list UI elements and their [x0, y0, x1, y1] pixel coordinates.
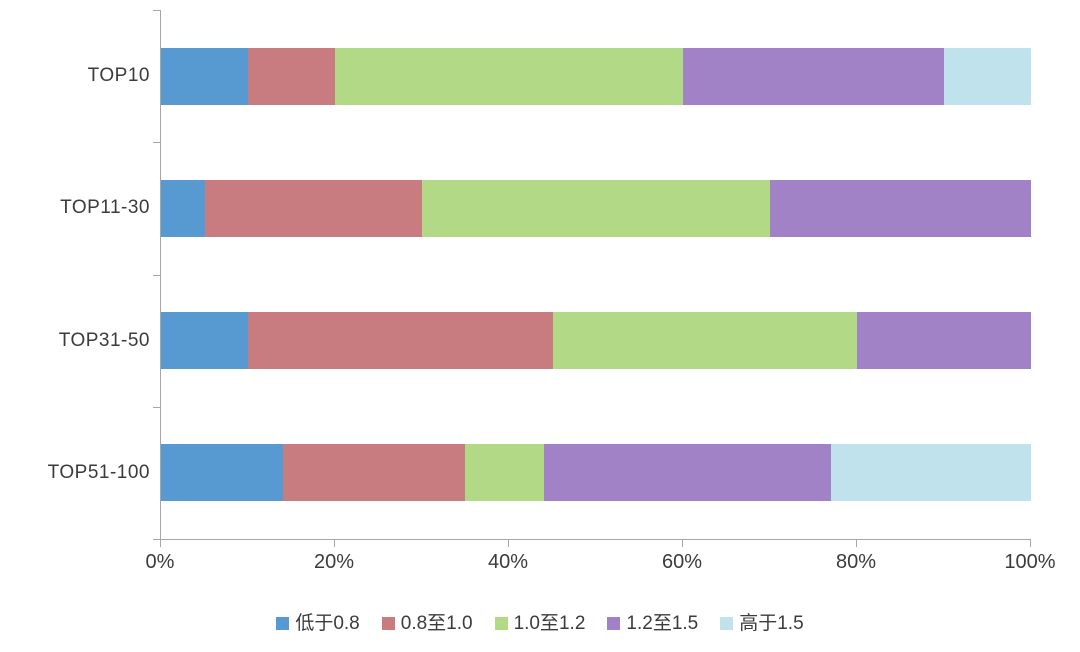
- x-axis-tick: [334, 540, 335, 547]
- y-axis-tick: [153, 539, 161, 540]
- legend-label: 1.2至1.5: [626, 613, 699, 634]
- legend-item: 高于1.5: [720, 611, 804, 636]
- y-axis-tick: [153, 142, 161, 144]
- bar-segment: [248, 47, 335, 105]
- bar-row-top10: [161, 47, 1031, 105]
- legend-label: 0.8至1.0: [400, 613, 473, 634]
- legend-item: 1.2至1.5: [607, 611, 698, 636]
- bar-segment: [857, 312, 1031, 370]
- legend-swatch-icon: [607, 617, 621, 630]
- category-label: TOP11-30: [60, 197, 150, 219]
- legend: 低于0.8 0.8至1.0 1.0至1.2 1.2至1.5 高于1.5: [0, 611, 1080, 636]
- legend-swatch-icon: [494, 617, 508, 630]
- bar-segment: [944, 47, 1031, 105]
- legend-item: 0.8至1.0: [381, 611, 473, 636]
- bar-segment: [161, 47, 248, 105]
- bar-segment: [282, 444, 466, 502]
- bar-segment: [770, 179, 1031, 237]
- legend-swatch-icon: [276, 617, 290, 630]
- legend-item: 低于0.8: [276, 611, 360, 636]
- legend-swatch-icon: [381, 617, 395, 630]
- x-axis-tick-label: 60%: [661, 551, 703, 573]
- bar-segment: [204, 179, 422, 237]
- bar-segment: [465, 444, 544, 502]
- x-axis-tick: [682, 540, 683, 547]
- category-label: TOP51-100: [47, 461, 150, 483]
- x-axis-tick: [856, 540, 857, 547]
- bar-segment: [248, 312, 553, 370]
- x-axis-line: [153, 539, 1031, 540]
- legend-label: 低于0.8: [295, 613, 360, 634]
- bar-segment: [422, 179, 770, 237]
- category-label: TOP10: [87, 65, 150, 87]
- x-axis-tick-label: 20%: [313, 551, 355, 573]
- x-axis-tick-label: 100%: [1004, 551, 1056, 573]
- bar-segment: [543, 444, 831, 502]
- bar-segment: [683, 47, 944, 105]
- bar-segment: [830, 444, 1031, 502]
- bar-row-top11-30: [161, 179, 1031, 237]
- x-axis-tick-label: 80%: [835, 551, 877, 573]
- y-axis-tick: [153, 274, 161, 276]
- bar-segment: [552, 312, 857, 370]
- bar-row-top31-50: [161, 312, 1031, 370]
- x-axis-tick: [1030, 540, 1031, 547]
- x-axis-tick: [508, 540, 509, 547]
- legend-label: 高于1.5: [739, 613, 804, 634]
- bar-segment: [335, 47, 683, 105]
- bar-segment: [161, 444, 283, 502]
- bar-segment: [161, 179, 205, 237]
- bar-row-top51-100: [161, 444, 1031, 502]
- x-axis-tick-label: 40%: [487, 551, 529, 573]
- x-axis-tick: [160, 540, 161, 547]
- legend-label: 1.0至1.2: [513, 613, 586, 634]
- x-axis-tick-label: 0%: [145, 551, 175, 573]
- legend-swatch-icon: [720, 617, 734, 630]
- y-axis-tick: [153, 406, 161, 408]
- y-axis-tick: [153, 10, 161, 11]
- bar-segment: [161, 312, 248, 370]
- legend-item: 1.0至1.2: [494, 611, 586, 636]
- category-label: TOP31-50: [58, 329, 150, 351]
